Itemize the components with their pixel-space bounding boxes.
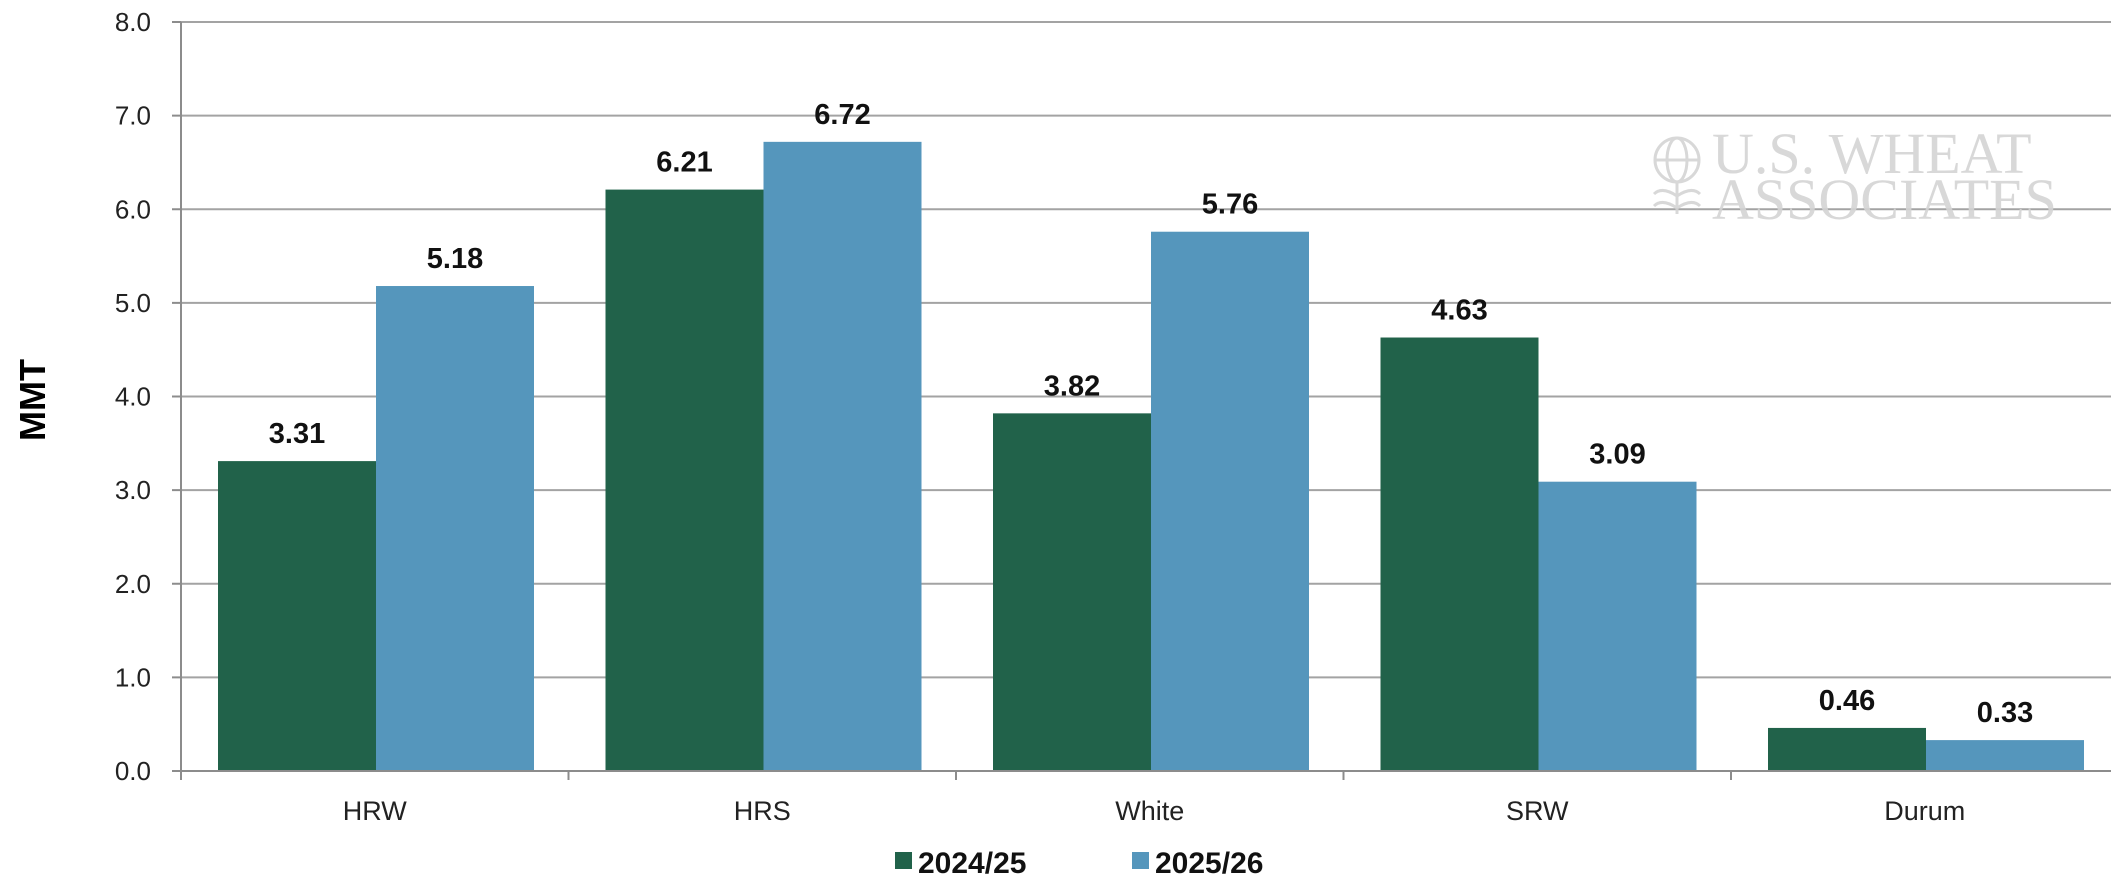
watermark-line-2: ASSOCIATES [1712,167,2057,232]
data-label: 3.31 [269,418,325,450]
bar-2024-25-hrw [218,461,376,771]
bar-2025-26-white [1151,231,1309,772]
legend-label-2024-25: 2024/25 [918,847,1026,878]
bar-2025-26-hrw [376,286,534,771]
y-tick-label: 2.0 [115,569,151,599]
us-wheat-associates-watermark: U.S. WHEAT ASSOCIATES [1652,121,2057,232]
data-label: 3.82 [1044,370,1100,402]
x-category-label: White [1115,796,1184,826]
x-category-label: Durum [1884,796,1965,826]
x-category-label: HRS [734,796,791,826]
data-label: 5.18 [427,243,483,275]
wheat-globe-logo-icon [1652,136,1702,214]
data-label: 0.46 [1819,685,1875,717]
bar-2024-25-white [993,413,1151,771]
legend-swatch-2024-25 [895,852,912,869]
legend-swatch-2025-26 [1132,852,1149,869]
bar-2024-25-durum [1768,727,1926,771]
y-tick-label: 4.0 [115,382,151,412]
bar-2025-26-durum [1926,740,2084,771]
y-tick-label: 3.0 [115,475,151,505]
data-label: 6.72 [814,99,870,131]
y-tick-label: 1.0 [115,662,151,692]
watermark-line-1: U.S. WHEAT [1712,121,2032,186]
bar-2024-25-hrs [605,189,764,771]
data-label: 5.76 [1202,189,1258,221]
y-axis-label: MMT [12,359,53,441]
y-tick-label: 6.0 [115,194,151,224]
data-label: 3.09 [1589,439,1645,471]
y-tick-label: 8.0 [115,7,151,37]
y-tick-label: 7.0 [115,101,151,131]
legend: 2024/25 2025/26 [895,847,1263,878]
y-tick-label: 0.0 [115,756,151,786]
axes: 0.0 1.0 2.0 3.0 4.0 5.0 6.0 7.0 8.0 HRW HRS White SR… [115,7,2111,826]
bar-2025-26-srw [1538,481,1697,771]
x-category-label: SRW [1506,796,1569,826]
data-label: 6.21 [656,147,712,179]
y-tick-label: 5.0 [115,288,151,318]
data-labels: 3.31 6.21 3.82 4.63 0.46 5.18 6.72 5.76 3.09 0.33 [269,99,2033,729]
x-category-label: HRW [343,796,408,826]
data-label: 4.63 [1431,295,1487,327]
legend-label-2025-26: 2025/26 [1155,847,1263,878]
bar-2025-26-hrs [763,141,922,772]
data-label: 0.33 [1977,697,2033,729]
bar-2024-25-srw [1380,337,1539,771]
bars [218,141,2084,772]
